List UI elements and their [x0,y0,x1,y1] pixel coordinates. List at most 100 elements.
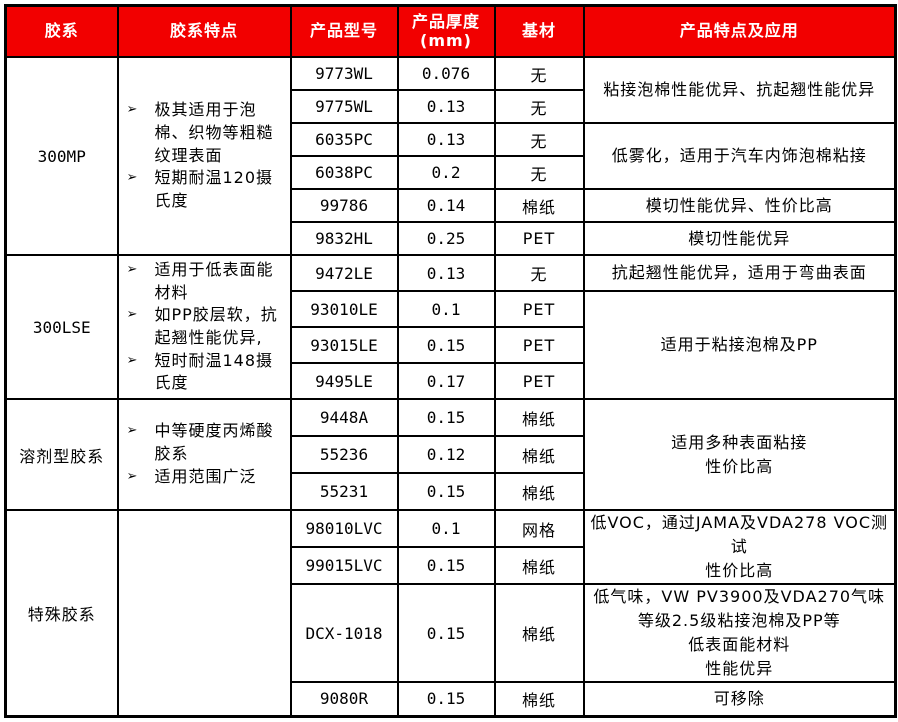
thickness-cell: 0.2 [396,155,496,190]
thickness-cell: 0.15 [396,472,496,511]
model-cell: 9080R [289,681,399,717]
substrate-cell: 无 [493,155,585,190]
model-cell: 9495LE [289,362,399,400]
model-cell: 6038PC [289,155,399,190]
substrate-cell: 棉纸 [493,681,585,717]
table-row: 特殊胶系 98010LVC 0.1 网格 低VOC，通过JAMA及VDA278 … [4,509,897,717]
model-cell: 9832HL [289,221,399,256]
substrate-cell: PET [493,221,585,256]
features-cell: ➢ 极其适用于泡棉、织物等粗糙纹理表面 ➢ 短期耐温120摄氏度 [116,56,292,256]
substrate-cell: 棉纸 [493,546,585,585]
feature-text: 极其适用于泡棉、织物等粗糙纹理表面 [154,100,274,165]
model-cell: 9773WL [289,56,399,91]
application-cell: 低VOC，通过JAMA及VDA278 VOC测试 性价比高 [582,509,897,585]
table-row: 9495LE 0.17 PET [6,362,896,400]
thickness-cell: 0.25 [396,221,496,256]
feature-text: 短时耐温148摄氏度 [154,350,274,393]
features-cell [116,509,292,717]
table-row: 93010LE 0.1 PET 适用于粘接泡棉及PP [6,290,897,400]
col-header-applications: 产品特点及应用 [582,4,897,58]
adhesive-product-table: 胶系 胶系特点 产品型号 产品厚度 (mm) 基材 产品特点及应用 300MP … [4,4,897,718]
model-cell: 55236 [289,435,399,474]
col-header-system-features: 胶系特点 [116,4,292,58]
table-row: 9832HL 0.25 PET 模切性能优异 [6,221,897,256]
model-cell: 9472LE [289,254,399,292]
table-row: DCX-1018 0.15 棉纸 低气味，VW PV3900及VDA270气味 … [6,583,897,683]
col-header-adhesive-system: 胶系 [4,4,119,58]
substrate-cell: 网格 [493,509,585,548]
model-cell: 9448A [289,398,399,437]
arrow-bullet-icon: ➢ [126,170,139,186]
features-cell: ➢ 中等硬度丙烯酸胶系 ➢ 适用范围广泛 [116,398,292,511]
feature-item: ➢ 如PP胶层软，抗起翘性能优异, [125,304,286,349]
system-cell: 300MP [4,56,119,256]
substrate-cell: 无 [493,89,585,124]
substrate-cell: 棉纸 [493,583,585,683]
application-cell: 低雾化，适用于汽车内饰泡棉粘接 [582,122,897,190]
thickness-cell: 0.15 [396,546,496,585]
thickness-cell: 0.1 [396,509,496,548]
model-cell: 98010LVC [289,509,399,548]
substrate-cell: 无 [493,56,585,91]
model-cell: 6035PC [289,122,399,157]
system-cell: 溶剂型胶系 [4,398,119,511]
feature-text: 适用于低表面能材料 [154,259,274,302]
model-cell: 99015LVC [289,546,399,585]
thickness-cell: 0.13 [396,89,496,124]
system-cell: 300LSE [4,254,119,400]
substrate-cell: PET [493,290,585,328]
feature-item: ➢ 极其适用于泡棉、织物等粗糙纹理表面 [125,99,286,167]
feature-text: 中等硬度丙烯酸胶系 [154,421,274,464]
feature-item: ➢ 短期耐温120摄氏度 [125,167,286,212]
system-cell: 特殊胶系 [4,509,119,717]
col-header-substrate: 基材 [493,4,585,58]
feature-text: 适用范围广泛 [154,466,257,486]
thickness-cell: 0.14 [396,188,496,223]
substrate-cell: 无 [493,122,585,157]
thickness-cell: 0.13 [396,254,496,292]
thickness-cell: 0.076 [396,56,496,91]
table-row: 55231 0.15 棉纸 [6,472,896,511]
feature-text: 短期耐温120摄氏度 [154,168,274,211]
arrow-bullet-icon: ➢ [126,468,139,484]
thickness-cell: 0.12 [396,435,496,474]
feature-text: 如PP胶层软，抗起翘性能优异, [154,305,278,347]
thickness-cell: 0.17 [396,362,496,400]
application-cell: 适用于粘接泡棉及PP [582,290,897,400]
arrow-bullet-icon: ➢ [126,307,139,323]
table-row: 300MP ➢ 极其适用于泡棉、织物等粗糙纹理表面 ➢ 短期耐温120摄氏度 9773… [4,56,897,256]
table-row: 93015LE 0.15 PET [6,326,896,364]
model-cell: 93015LE [289,326,399,364]
thickness-cell: 0.1 [396,290,496,328]
feature-item: ➢ 短时耐温148摄氏度 [125,350,286,395]
model-cell: 55231 [289,472,399,511]
table-row: 55236 0.12 棉纸 [6,435,896,474]
col-header-thickness: 产品厚度 (mm) [396,4,496,58]
application-cell: 适用多种表面粘接 性价比高 [582,398,897,511]
model-cell: 99786 [289,188,399,223]
thickness-cell: 0.15 [396,583,496,683]
thickness-cell: 0.15 [396,326,496,364]
application-cell: 模切性能优异、性价比高 [582,188,897,223]
model-cell: 93010LE [289,290,399,328]
table-row: 6038PC 0.2 无 [6,155,896,190]
substrate-cell: 棉纸 [493,188,585,223]
arrow-bullet-icon: ➢ [126,261,139,277]
features-cell: ➢ 适用于低表面能材料 ➢ 如PP胶层软，抗起翘性能优异, ➢ 短时耐温148摄氏度 [116,254,292,400]
table-row: 300LSE ➢ 适用于低表面能材料 ➢ 如PP胶层软，抗起翘性能优异, ➢ 短时耐温14… [4,254,897,400]
arrow-bullet-icon: ➢ [126,352,139,368]
application-cell: 可移除 [582,681,897,717]
substrate-cell: 棉纸 [493,472,585,511]
table-row: 9775WL 0.13 无 [6,89,896,124]
substrate-cell: PET [493,326,585,364]
feature-item: ➢ 中等硬度丙烯酸胶系 [125,420,286,465]
table-row: 溶剂型胶系 ➢ 中等硬度丙烯酸胶系 ➢ 适用范围广泛 9448A 0.15 棉纸 适用… [4,398,897,511]
substrate-cell: PET [493,362,585,400]
arrow-bullet-icon: ➢ [126,423,139,439]
substrate-cell: 棉纸 [493,435,585,474]
col-header-product-model: 产品型号 [289,4,399,58]
substrate-cell: 无 [493,254,585,292]
substrate-cell: 棉纸 [493,398,585,437]
thickness-cell: 0.15 [396,681,496,717]
